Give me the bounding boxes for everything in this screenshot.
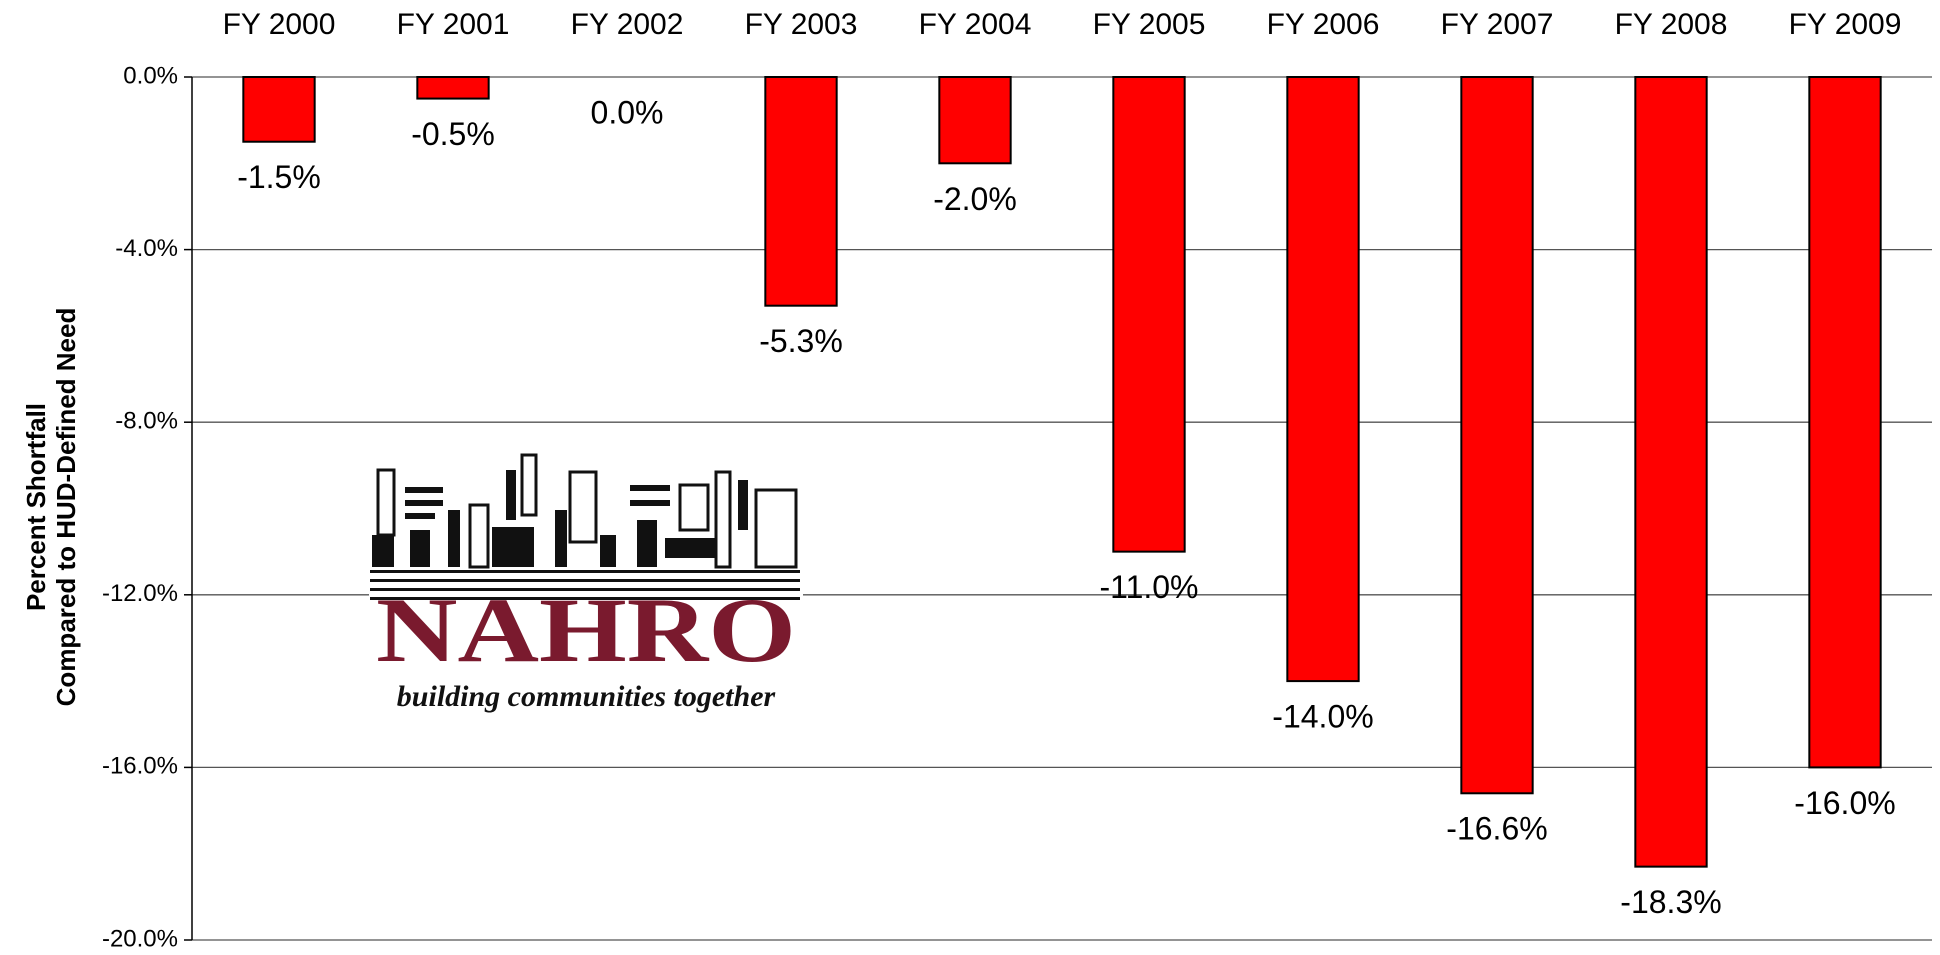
grid: 0.0% -4.0% -8.0% -12.0% -16.0% -20.0% <box>102 62 1932 952</box>
bar <box>1634 76 1708 868</box>
logo: NAHRO building communities together <box>369 448 803 716</box>
data-label: -14.0% <box>1272 699 1373 735</box>
y-tick-label: -8.0% <box>115 408 178 435</box>
bar <box>416 76 490 100</box>
x-tick-label: FY 2005 <box>1093 8 1206 41</box>
y-tick-label: -12.0% <box>102 580 178 607</box>
data-label: -0.5% <box>411 116 495 152</box>
x-tick-label: FY 2007 <box>1441 8 1554 41</box>
x-tick-label: FY 2001 <box>397 8 510 41</box>
bar <box>938 76 1012 165</box>
x-tick-label: FY 2006 <box>1267 8 1380 41</box>
data-label: 0.0% <box>591 94 664 130</box>
skyline <box>370 453 800 600</box>
bar <box>1808 76 1882 769</box>
x-tick-label: FY 2002 <box>571 8 684 41</box>
bar <box>1460 76 1534 795</box>
y-tick-label: 0.0% <box>123 62 178 89</box>
x-tick-label: FY 2009 <box>1789 8 1902 41</box>
logo-tagline: building communities together <box>397 680 776 713</box>
bars: FY 2000 -1.5% FY 2001 -0.5% FY 2002 0.0% FY 20… <box>223 8 1902 920</box>
x-tick-label: FY 2004 <box>919 8 1032 41</box>
bar <box>1286 76 1360 683</box>
data-label: -16.6% <box>1446 811 1547 847</box>
x-tick-label: FY 2003 <box>745 8 858 41</box>
y-tick-label: -4.0% <box>115 235 178 262</box>
y-axis-label: Percent Shortfall <box>21 403 51 611</box>
data-label: -2.0% <box>933 181 1017 217</box>
data-label: -5.3% <box>759 323 843 359</box>
x-tick-label: FY 2000 <box>223 8 336 41</box>
y-axis-label: Compared to HUD-Defined Need <box>51 308 81 707</box>
y-tick-label: -16.0% <box>102 753 178 780</box>
data-label: -1.5% <box>237 159 321 195</box>
data-label: -11.0% <box>1099 569 1198 605</box>
bar <box>764 76 838 307</box>
x-tick-label: FY 2008 <box>1615 8 1728 41</box>
logo-name: NAHRO <box>376 579 796 681</box>
bar <box>242 76 316 143</box>
data-label: -16.0% <box>1794 785 1895 821</box>
y-tick-label: -20.0% <box>102 925 178 952</box>
bar <box>1112 76 1186 553</box>
data-label: -18.3% <box>1620 884 1721 920</box>
